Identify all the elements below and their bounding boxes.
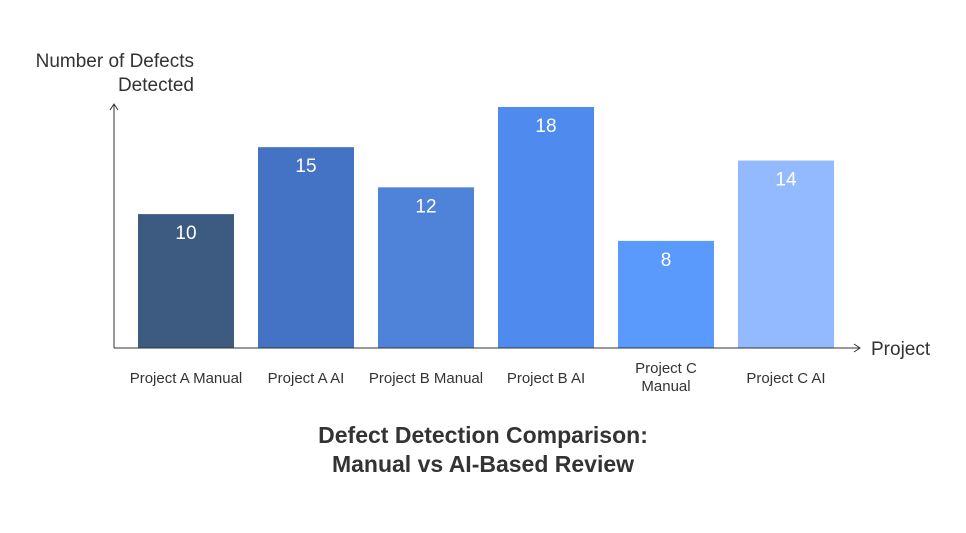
x-tick-label: Project C Manual — [635, 360, 697, 395]
x-tick-label: Project B Manual — [369, 370, 483, 387]
bar-value-label: 8 — [661, 250, 672, 271]
bar — [378, 187, 474, 348]
chart-title: Defect Detection Comparison: Manual vs AI… — [318, 422, 648, 477]
x-tick-label: Project A AI — [268, 370, 345, 387]
bar-value-label: 18 — [535, 116, 556, 137]
x-tick-label: Project A Manual — [130, 370, 243, 387]
bar-value-label: 14 — [775, 170, 797, 191]
x-tick-label: Project B AI — [507, 370, 585, 387]
bar — [138, 214, 234, 348]
tick-labels-group: Project A Manual Project A AI Project B Ma… — [130, 360, 826, 395]
bar-value-label: 10 — [175, 223, 196, 244]
bar — [498, 107, 594, 348]
x-tick-label: Project C AI — [746, 370, 825, 387]
bar-value-label: 15 — [295, 156, 316, 177]
value-labels-group: 10 15 12 18 8 14 — [175, 116, 797, 271]
y-axis-arrow-icon — [109, 103, 119, 111]
y-axis-title: Number of Defects Detected — [36, 51, 194, 96]
bars-group — [138, 107, 834, 348]
bar-value-label: 12 — [415, 196, 436, 217]
bar — [738, 160, 834, 348]
x-axis-arrow-icon — [853, 343, 861, 353]
bar — [258, 147, 354, 348]
x-axis-title: Project — [871, 339, 931, 360]
bar — [618, 240, 714, 348]
